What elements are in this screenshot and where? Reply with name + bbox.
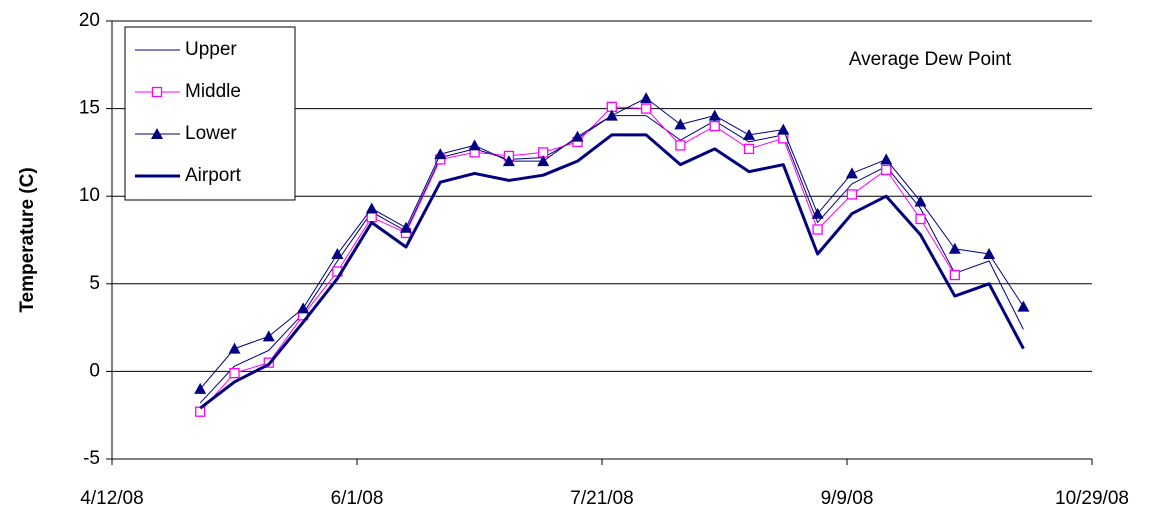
legend-label: Upper <box>185 39 237 60</box>
marker <box>914 195 927 207</box>
marker <box>675 140 686 151</box>
y-tick-label: 15 <box>79 98 100 119</box>
marker <box>708 109 721 121</box>
marker <box>605 109 618 121</box>
x-tick-label: 7/21/08 <box>570 488 633 509</box>
marker <box>400 221 412 233</box>
marker <box>983 248 996 260</box>
series-line <box>199 106 956 413</box>
x-tick-label: 6/1/08 <box>331 488 384 509</box>
marker <box>777 123 790 135</box>
marker <box>915 213 926 225</box>
legend-label: Airport <box>185 165 242 186</box>
x-tick-label: 9/9/08 <box>821 488 874 509</box>
series-line <box>199 115 1024 404</box>
y-tick-label: 5 <box>89 273 100 294</box>
marker <box>709 120 720 132</box>
legend-box <box>124 26 296 201</box>
marker <box>880 153 893 165</box>
marker <box>846 189 858 200</box>
marker <box>331 248 344 260</box>
y-tick-label: 20 <box>79 10 100 31</box>
marker <box>366 212 377 223</box>
y-tick-label: -5 <box>83 448 100 469</box>
marker <box>948 242 961 254</box>
x-tick-label: 4/12/08 <box>80 488 143 509</box>
marker <box>811 207 824 219</box>
x-tick-label: 10/29/08 <box>1055 488 1129 509</box>
marker <box>537 155 550 167</box>
marker <box>743 143 755 155</box>
marker <box>151 86 163 98</box>
y-axis-label: Temperature (C) <box>17 167 38 312</box>
legend-label: Middle <box>185 81 241 102</box>
y-tick-label: 0 <box>89 360 100 381</box>
marker <box>365 202 378 214</box>
marker <box>674 118 687 130</box>
annotation: Average Dew Point <box>849 49 1012 70</box>
marker <box>812 224 823 235</box>
marker <box>1017 300 1030 312</box>
legend: Upper Middle Lower Airport <box>124 26 296 201</box>
marker <box>640 92 653 104</box>
marker <box>434 148 447 160</box>
marker <box>194 382 207 394</box>
marker <box>845 167 858 179</box>
marker <box>228 342 241 354</box>
series-line <box>199 133 1025 410</box>
marker <box>743 128 755 140</box>
marker <box>502 155 515 167</box>
marker <box>949 269 960 281</box>
marker <box>640 103 652 114</box>
legend-label: Lower <box>185 123 237 144</box>
marker <box>881 164 892 176</box>
marker <box>262 330 275 342</box>
marker <box>468 139 481 151</box>
marker <box>195 406 206 417</box>
marker <box>297 302 310 314</box>
marker <box>571 130 584 142</box>
y-tick-label: 10 <box>79 185 100 206</box>
series-line <box>199 97 1024 390</box>
marker <box>151 128 163 139</box>
marker <box>229 368 240 379</box>
